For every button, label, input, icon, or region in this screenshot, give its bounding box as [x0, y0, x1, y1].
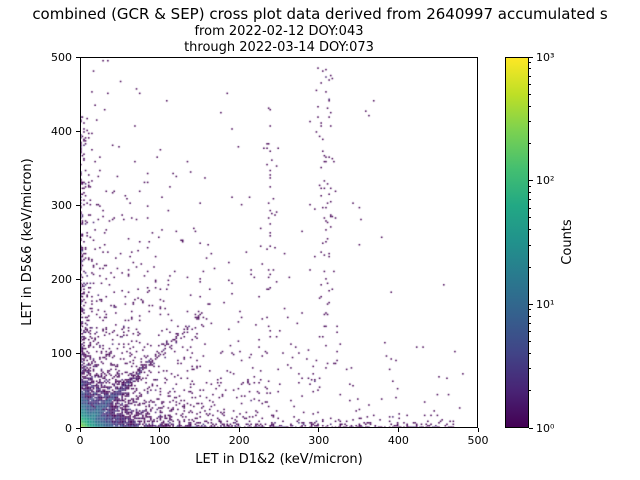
- colorbar-tick-mark: [529, 56, 533, 58]
- chart-title: combined (GCR & SEP) cross plot data der…: [32, 5, 608, 23]
- scatter-canvas: [80, 57, 478, 428]
- colorbar-minor-tick-mark: [529, 229, 531, 231]
- colorbar-minor-tick-mark: [529, 207, 531, 209]
- x-tick-label: 300: [308, 434, 330, 447]
- colorbar-minor-tick-mark: [529, 192, 531, 194]
- colorbar-tick-mark: [529, 180, 533, 182]
- colorbar-minor-tick-mark: [529, 244, 531, 246]
- x-tick-label: 100: [149, 434, 171, 447]
- y-tick-label: 0: [65, 421, 72, 435]
- colorbar-tick-label: 10⁰: [536, 421, 555, 435]
- y-tick-label: 500: [51, 50, 72, 64]
- colorbar-minor-tick-mark: [529, 266, 531, 268]
- x-tick-mark: [397, 428, 399, 432]
- colorbar-tick-label: 10²: [536, 174, 555, 188]
- y-tick-mark: [76, 56, 80, 58]
- y-tick-mark: [76, 279, 80, 281]
- x-tick-mark: [79, 428, 81, 432]
- colorbar-minor-tick-mark: [529, 62, 531, 64]
- colorbar-minor-tick-mark: [529, 368, 531, 370]
- x-tick-label: 400: [387, 434, 409, 447]
- y-tick-label: 300: [51, 198, 72, 212]
- colorbar-minor-tick-mark: [529, 353, 531, 355]
- colorbar-tick-mark: [529, 427, 533, 429]
- colorbar-minor-tick-mark: [529, 322, 531, 324]
- y-tick-mark: [76, 353, 80, 355]
- x-axis-label: LET in D1&2 (keV/micron): [195, 452, 363, 467]
- colorbar-minor-tick-mark: [529, 185, 531, 187]
- chart-subtitle-from: from 2022-02-12 DOY:043: [194, 24, 364, 39]
- colorbar-minor-tick-mark: [529, 105, 531, 107]
- colorbar-minor-tick-mark: [529, 341, 531, 343]
- colorbar-label: Counts: [560, 219, 575, 265]
- colorbar-tick-label: 10¹: [536, 297, 555, 311]
- colorbar-minor-tick-mark: [529, 93, 531, 95]
- x-tick-label: 500: [467, 434, 489, 447]
- colorbar-minor-tick-mark: [529, 217, 531, 219]
- y-axis-label: LET in D5&6 (keV/micron): [20, 158, 35, 326]
- colorbar-minor-tick-mark: [529, 199, 531, 201]
- x-tick-mark: [238, 428, 240, 432]
- x-tick-mark: [318, 428, 320, 432]
- chart-subtitle-through: through 2022-03-14 DOY:073: [184, 40, 374, 55]
- colorbar-minor-tick-mark: [529, 315, 531, 317]
- colorbar-tick-mark: [529, 303, 533, 305]
- x-tick-label: 200: [228, 434, 250, 447]
- y-tick-label: 400: [51, 124, 72, 138]
- colorbar-minor-tick-mark: [529, 68, 531, 70]
- colorbar-minor-tick-mark: [529, 309, 531, 311]
- x-tick-mark: [477, 428, 479, 432]
- x-tick-mark: [159, 428, 161, 432]
- colorbar-minor-tick-mark: [529, 331, 531, 333]
- colorbar-minor-tick-mark: [529, 142, 531, 144]
- colorbar: [505, 57, 529, 428]
- colorbar-tick-label: 10³: [536, 50, 555, 64]
- colorbar-minor-tick-mark: [529, 390, 531, 392]
- x-tick-label: 0: [76, 434, 84, 447]
- y-tick-label: 200: [51, 273, 72, 287]
- colorbar-minor-tick-mark: [529, 83, 531, 85]
- y-tick-label: 100: [51, 347, 72, 361]
- colorbar-minor-tick-mark: [529, 121, 531, 123]
- y-tick-mark: [76, 427, 80, 429]
- y-tick-mark: [76, 130, 80, 132]
- y-tick-mark: [76, 204, 80, 206]
- colorbar-minor-tick-mark: [529, 75, 531, 77]
